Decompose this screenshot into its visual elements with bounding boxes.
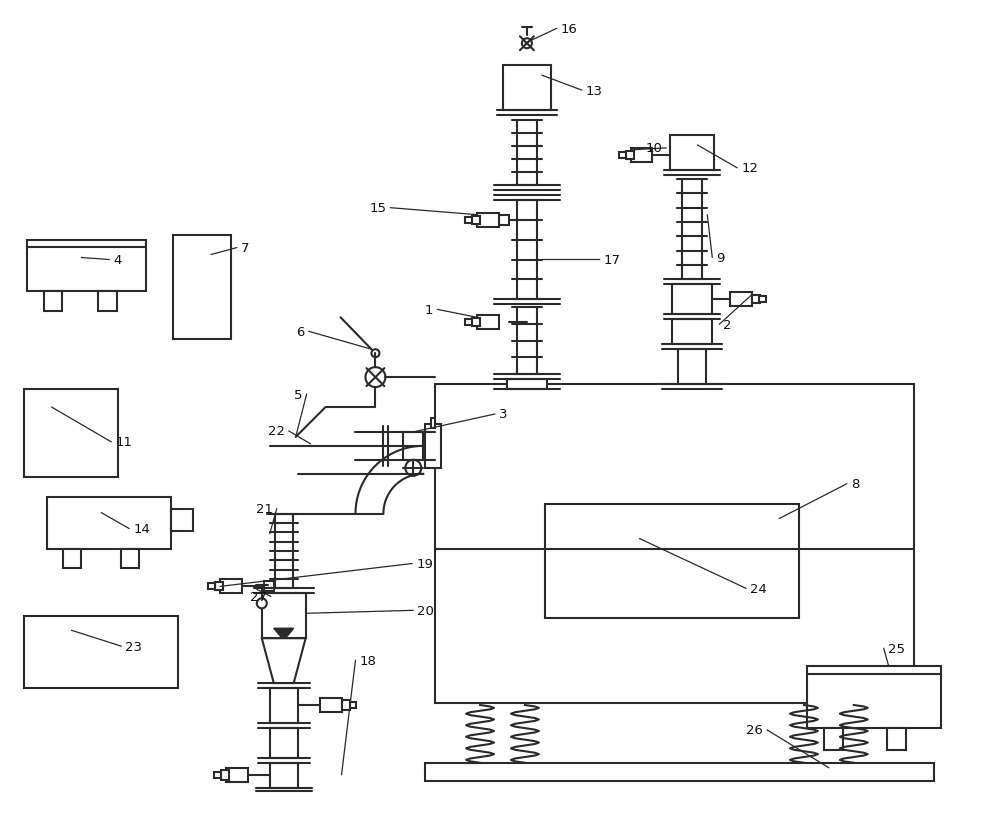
Text: 18: 18 [359, 654, 376, 667]
Bar [626, 152, 634, 160]
Text: 6: 6 [296, 325, 305, 338]
Text: 15: 15 [369, 202, 386, 215]
Text: 9: 9 [716, 251, 725, 265]
Text: 19: 19 [416, 557, 433, 570]
Bar [403, 432, 423, 460]
Text: 3: 3 [499, 408, 508, 421]
Text: 5: 5 [294, 388, 303, 401]
Text: 4: 4 [113, 254, 122, 267]
Bar [503, 66, 551, 111]
Polygon shape [274, 628, 294, 640]
Bar [24, 617, 178, 688]
Circle shape [257, 599, 267, 609]
Bar [342, 700, 350, 710]
Bar [477, 214, 499, 228]
Text: 11: 11 [115, 436, 132, 449]
Text: 8: 8 [851, 477, 859, 491]
Bar [63, 549, 81, 568]
Bar [619, 152, 626, 159]
Circle shape [371, 350, 379, 358]
Bar [350, 702, 356, 708]
Text: 25: 25 [888, 642, 905, 655]
Text: 23: 23 [125, 640, 142, 653]
Polygon shape [262, 639, 306, 683]
Bar [477, 316, 499, 330]
Bar [270, 762, 298, 788]
Bar [499, 215, 509, 225]
Bar [264, 581, 274, 591]
Bar [425, 424, 441, 468]
Bar [887, 728, 906, 750]
Bar [545, 504, 799, 618]
Bar [270, 688, 298, 723]
Text: 13: 13 [586, 84, 603, 97]
Text: 21: 21 [256, 503, 273, 515]
Bar [472, 216, 480, 224]
Bar [208, 584, 215, 590]
Bar [672, 320, 712, 345]
Bar [27, 240, 146, 292]
Bar [214, 771, 221, 778]
Bar [215, 582, 223, 590]
Bar [465, 217, 472, 224]
Bar [121, 549, 139, 568]
Bar [98, 292, 117, 312]
Bar [807, 667, 941, 728]
Bar [824, 728, 843, 750]
Bar [221, 770, 229, 780]
Circle shape [405, 460, 421, 476]
Text: 10: 10 [646, 143, 662, 155]
Text: 7: 7 [241, 242, 249, 255]
Bar [752, 296, 760, 304]
Bar [670, 136, 714, 170]
Bar [220, 580, 242, 594]
Text: 1: 1 [425, 304, 433, 316]
Text: 26: 26 [746, 723, 763, 736]
Bar [435, 385, 914, 704]
Bar [44, 292, 62, 312]
Text: 16: 16 [561, 23, 578, 36]
Text: 2: 2 [723, 319, 732, 332]
Text: 14: 14 [133, 523, 150, 536]
Text: 27: 27 [250, 590, 267, 603]
Bar [631, 149, 652, 163]
Bar [678, 350, 706, 385]
Bar [465, 320, 472, 326]
Bar [262, 594, 306, 639]
Bar [226, 768, 248, 782]
Bar [24, 390, 118, 477]
Bar [672, 285, 712, 315]
Text: 12: 12 [741, 162, 758, 175]
Bar [759, 297, 766, 303]
Bar [730, 293, 752, 307]
Circle shape [365, 368, 385, 387]
Text: 22: 22 [268, 425, 285, 438]
Text: 17: 17 [604, 254, 621, 267]
Bar [47, 497, 171, 549]
Circle shape [522, 39, 532, 49]
Text: 20: 20 [417, 604, 434, 617]
Text: 24: 24 [750, 582, 767, 595]
Bar [431, 419, 435, 428]
Bar [507, 380, 547, 390]
Bar [320, 698, 342, 712]
Bar [425, 762, 934, 781]
Bar [171, 509, 193, 531]
Bar [173, 235, 231, 340]
Bar [270, 728, 298, 758]
Bar [472, 319, 480, 327]
